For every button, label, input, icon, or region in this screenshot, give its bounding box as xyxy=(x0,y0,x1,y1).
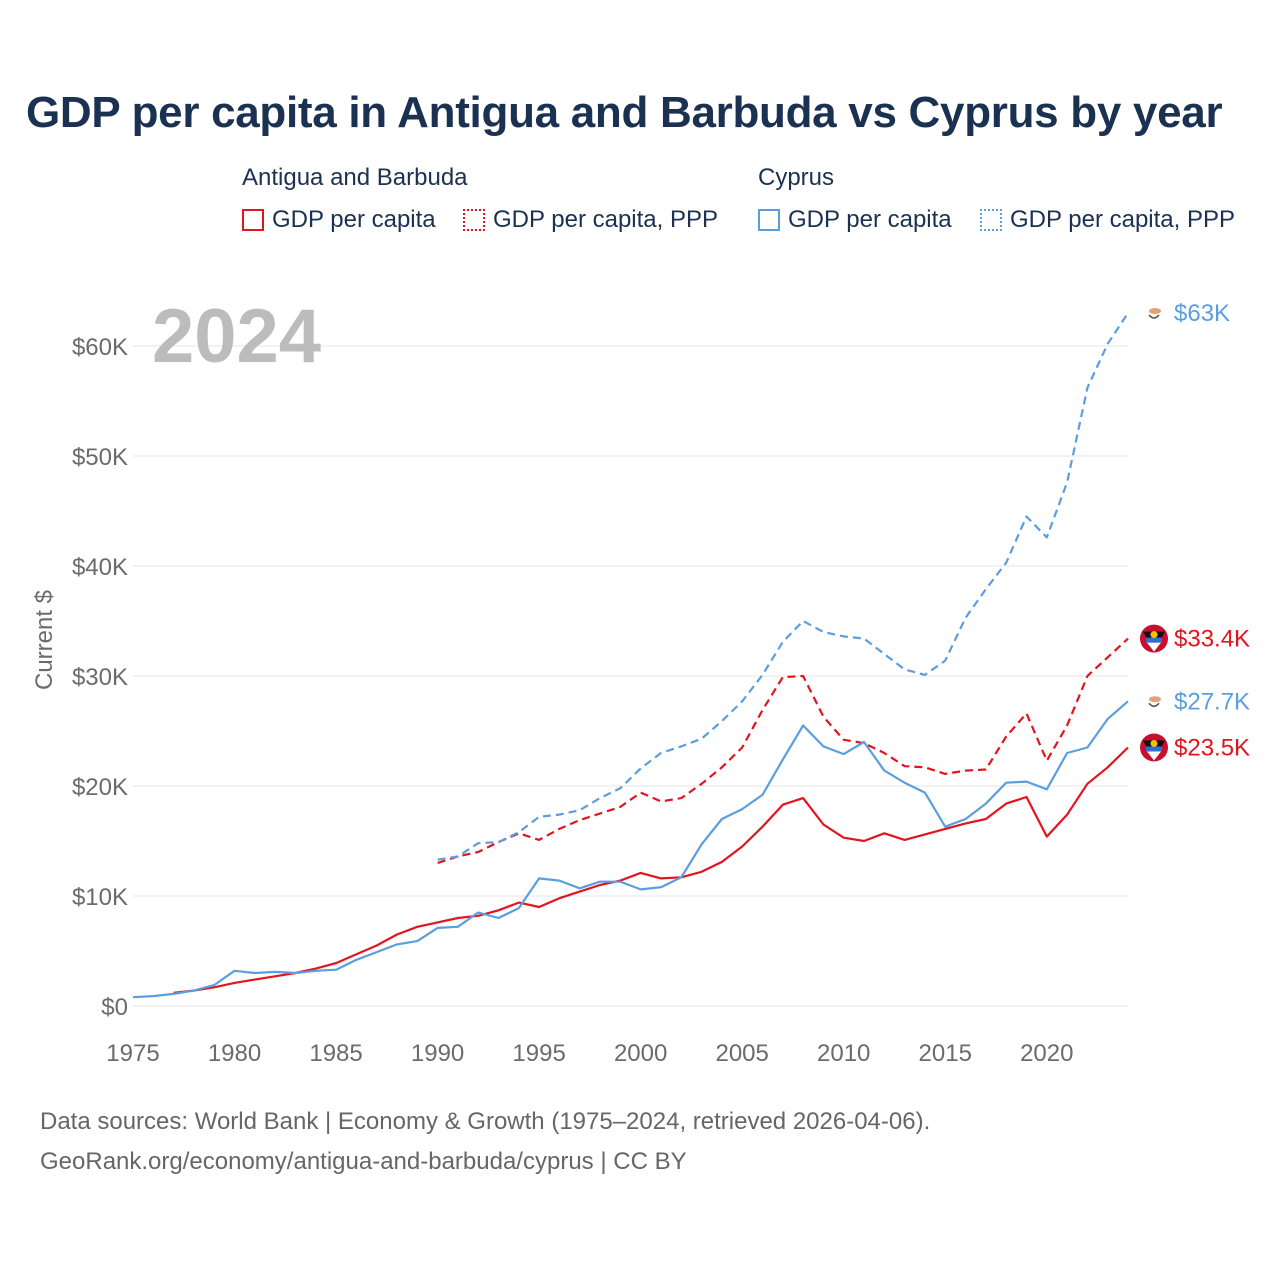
legend-label: GDP per capita xyxy=(788,206,952,233)
legend-group-cyprus: Cyprus xyxy=(758,164,835,191)
legend-label: GDP per capita, PPP xyxy=(493,206,718,233)
year-watermark: 2024 xyxy=(152,294,321,379)
legend-swatch-solid-blue xyxy=(758,209,780,231)
legend-label: GDP per capita, PPP xyxy=(1010,206,1235,233)
x-tick-label: 1975 xyxy=(106,1040,159,1067)
legend-group-antigua: Antigua and Barbuda xyxy=(242,164,468,191)
series-lines xyxy=(132,312,1129,999)
series-end-label: $27.7K xyxy=(1174,688,1250,715)
x-tick-label: 1995 xyxy=(512,1040,565,1067)
legend-item-antigua-ppp[interactable]: GDP per capita, PPP xyxy=(463,206,718,234)
series-line-antigua-solid[interactable] xyxy=(173,746,1129,994)
y-tick-label: $50K xyxy=(72,444,128,471)
legend-swatch-dotted-red xyxy=(463,209,485,231)
x-tick-label: 2020 xyxy=(1020,1040,1073,1067)
legend-item-cyprus-ppp[interactable]: GDP per capita, PPP xyxy=(980,206,1235,234)
legend-swatch-dotted-blue xyxy=(980,209,1002,231)
x-tick-label: 2005 xyxy=(715,1040,768,1067)
y-tick-label: $30K xyxy=(72,664,128,691)
cyprus-flag-icon xyxy=(1145,304,1163,322)
series-end-label: $23.5K xyxy=(1174,735,1250,762)
series-line-cyprus-dashed[interactable] xyxy=(437,312,1129,861)
source-line-1: Data sources: World Bank | Economy & Gro… xyxy=(40,1108,931,1135)
y-tick-label: $60K xyxy=(72,334,128,361)
chart-title: GDP per capita in Antigua and Barbuda vs… xyxy=(26,88,1223,137)
antigua-flag-icon xyxy=(1140,624,1168,653)
series-end-label: $63K xyxy=(1174,300,1230,327)
series-line-cyprus-solid[interactable] xyxy=(132,700,1129,999)
source-line-2[interactable]: GeoRank.org/economy/antigua-and-barbuda/… xyxy=(40,1148,687,1175)
x-tick-label: 2000 xyxy=(614,1040,667,1067)
antigua-flag-icon xyxy=(1140,733,1168,762)
series-end-markers: $23.5K $33.4K $27.7K $63K xyxy=(1140,300,1250,762)
legend-swatch-solid-red xyxy=(242,209,264,231)
cyprus-flag-icon xyxy=(1145,692,1163,711)
series-end-label: $33.4K xyxy=(1174,626,1250,653)
series-line-antigua-dashed[interactable] xyxy=(437,637,1129,865)
legend-item-antigua-gdp[interactable]: GDP per capita xyxy=(242,206,436,234)
y-tick-label: $40K xyxy=(72,554,128,581)
y-axis-ticks: $0 $10K $20K $30K $40K $50K $60K xyxy=(72,334,128,1021)
gridlines xyxy=(133,345,1128,1007)
x-tick-label: 2010 xyxy=(817,1040,870,1067)
legend-label: GDP per capita xyxy=(272,206,436,233)
y-tick-label: $10K xyxy=(72,884,128,911)
x-axis-ticks: 1975 1980 1985 1990 1995 2000 2005 2010 2015 2020 xyxy=(106,1040,1073,1067)
x-tick-label: 1985 xyxy=(309,1040,362,1067)
legend-item-cyprus-gdp[interactable]: GDP per capita xyxy=(758,206,952,234)
x-tick-label: 2015 xyxy=(919,1040,972,1067)
y-tick-label: $20K xyxy=(72,774,128,801)
y-tick-label: $0 xyxy=(101,994,128,1021)
x-tick-label: 1980 xyxy=(208,1040,261,1067)
y-axis-label: Current $ xyxy=(31,590,58,690)
x-tick-label: 1990 xyxy=(411,1040,464,1067)
